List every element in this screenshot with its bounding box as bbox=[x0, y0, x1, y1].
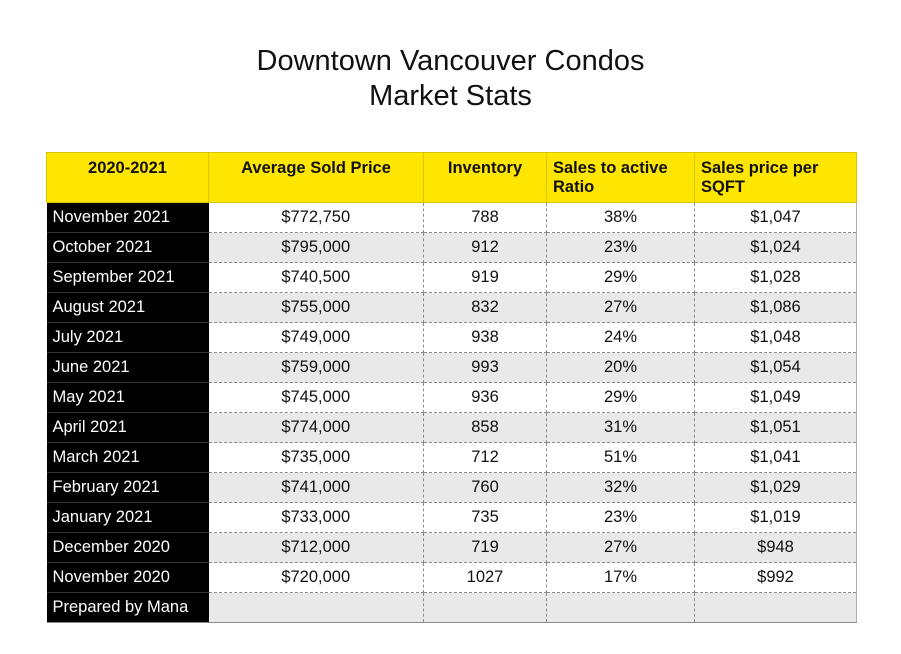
cell-month: October 2021 bbox=[46, 232, 209, 263]
cell-inventory: 1027 bbox=[423, 562, 547, 593]
cell-sales-to-active-ratio: 23% bbox=[546, 502, 695, 533]
table-row: Prepared by Mana bbox=[46, 592, 857, 623]
cell-sales-to-active-ratio: 38% bbox=[546, 202, 695, 233]
cell-average-sold-price: $740,500 bbox=[208, 262, 424, 293]
column-header-sales-to-active-ratio: Sales to active Ratio bbox=[546, 152, 695, 203]
cell-average-sold-price: $712,000 bbox=[208, 532, 424, 563]
cell-month: November 2020 bbox=[46, 562, 209, 593]
column-header-period: 2020-2021 bbox=[46, 152, 209, 203]
cell-average-sold-price: $749,000 bbox=[208, 322, 424, 353]
column-header-average-sold-price: Average Sold Price bbox=[208, 152, 424, 203]
cell-sales-to-active-ratio bbox=[546, 592, 695, 623]
cell-sales-to-active-ratio: 20% bbox=[546, 352, 695, 383]
cell-sales-price-per-sqft: $1,029 bbox=[694, 472, 857, 503]
cell-average-sold-price: $774,000 bbox=[208, 412, 424, 443]
cell-sales-to-active-ratio: 29% bbox=[546, 262, 695, 293]
cell-sales-price-per-sqft: $1,041 bbox=[694, 442, 857, 473]
table-row: March 2021 $735,000 712 51% $1,041 bbox=[46, 442, 857, 473]
cell-sales-price-per-sqft: $1,019 bbox=[694, 502, 857, 533]
cell-month: February 2021 bbox=[46, 472, 209, 503]
cell-sales-to-active-ratio: 27% bbox=[546, 292, 695, 323]
cell-month: June 2021 bbox=[46, 352, 209, 383]
cell-sales-to-active-ratio: 51% bbox=[546, 442, 695, 473]
cell-inventory: 735 bbox=[423, 502, 547, 533]
cell-inventory: 919 bbox=[423, 262, 547, 293]
cell-average-sold-price: $733,000 bbox=[208, 502, 424, 533]
market-stats-table: 2020-2021 Average Sold Price Inventory S… bbox=[46, 152, 857, 623]
header-row: 2020-2021 Average Sold Price Inventory S… bbox=[46, 152, 857, 203]
cell-average-sold-price bbox=[208, 592, 424, 623]
cell-sales-price-per-sqft: $1,049 bbox=[694, 382, 857, 413]
cell-sales-to-active-ratio: 24% bbox=[546, 322, 695, 353]
cell-inventory bbox=[423, 592, 547, 623]
cell-sales-to-active-ratio: 32% bbox=[546, 472, 695, 503]
cell-month: September 2021 bbox=[46, 262, 209, 293]
cell-month: Prepared by Mana bbox=[46, 592, 209, 623]
cell-month: August 2021 bbox=[46, 292, 209, 323]
cell-inventory: 712 bbox=[423, 442, 547, 473]
cell-month: December 2020 bbox=[46, 532, 209, 563]
cell-average-sold-price: $772,750 bbox=[208, 202, 424, 233]
cell-inventory: 938 bbox=[423, 322, 547, 353]
cell-inventory: 832 bbox=[423, 292, 547, 323]
cell-month: July 2021 bbox=[46, 322, 209, 353]
cell-sales-to-active-ratio: 27% bbox=[546, 532, 695, 563]
cell-month: April 2021 bbox=[46, 412, 209, 443]
chart-title-line-2: Market Stats bbox=[369, 80, 532, 112]
cell-inventory: 858 bbox=[423, 412, 547, 443]
table-row: December 2020 $712,000 719 27% $948 bbox=[46, 532, 857, 563]
cell-inventory: 912 bbox=[423, 232, 547, 263]
cell-inventory: 760 bbox=[423, 472, 547, 503]
cell-average-sold-price: $795,000 bbox=[208, 232, 424, 263]
cell-sales-price-per-sqft bbox=[694, 592, 857, 623]
cell-sales-price-per-sqft: $1,047 bbox=[694, 202, 857, 233]
table-row: February 2021 $741,000 760 32% $1,029 bbox=[46, 472, 857, 503]
cell-inventory: 936 bbox=[423, 382, 547, 413]
table-row: November 2021 $772,750 788 38% $1,047 bbox=[46, 202, 857, 233]
column-header-inventory: Inventory bbox=[423, 152, 547, 203]
cell-sales-price-per-sqft: $1,024 bbox=[694, 232, 857, 263]
cell-month: November 2021 bbox=[46, 202, 209, 233]
cell-average-sold-price: $720,000 bbox=[208, 562, 424, 593]
table-row: May 2021 $745,000 936 29% $1,049 bbox=[46, 382, 857, 413]
cell-sales-price-per-sqft: $1,086 bbox=[694, 292, 857, 323]
cell-inventory: 719 bbox=[423, 532, 547, 563]
table-row: August 2021 $755,000 832 27% $1,086 bbox=[46, 292, 857, 323]
cell-sales-price-per-sqft: $1,028 bbox=[694, 262, 857, 293]
cell-average-sold-price: $755,000 bbox=[208, 292, 424, 323]
table-header: 2020-2021 Average Sold Price Inventory S… bbox=[46, 152, 857, 203]
cell-average-sold-price: $759,000 bbox=[208, 352, 424, 383]
chart-title-line-1: Downtown Vancouver Condos bbox=[256, 45, 645, 77]
cell-inventory: 993 bbox=[423, 352, 547, 383]
cell-sales-to-active-ratio: 31% bbox=[546, 412, 695, 443]
cell-month: May 2021 bbox=[46, 382, 209, 413]
cell-sales-price-per-sqft: $948 bbox=[694, 532, 857, 563]
cell-inventory: 788 bbox=[423, 202, 547, 233]
cell-sales-to-active-ratio: 17% bbox=[546, 562, 695, 593]
cell-average-sold-price: $745,000 bbox=[208, 382, 424, 413]
table-row: October 2021 $795,000 912 23% $1,024 bbox=[46, 232, 857, 263]
cell-month: March 2021 bbox=[46, 442, 209, 473]
chart-title: Downtown Vancouver Condos Market Stats bbox=[0, 44, 901, 114]
cell-average-sold-price: $735,000 bbox=[208, 442, 424, 473]
table-row: January 2021 $733,000 735 23% $1,019 bbox=[46, 502, 857, 533]
table-row: June 2021 $759,000 993 20% $1,054 bbox=[46, 352, 857, 383]
column-header-sales-price-per-sqft: Sales price per SQFT bbox=[694, 152, 857, 203]
table-row: November 2020 $720,000 1027 17% $992 bbox=[46, 562, 857, 593]
table-row: April 2021 $774,000 858 31% $1,051 bbox=[46, 412, 857, 443]
cell-sales-price-per-sqft: $1,054 bbox=[694, 352, 857, 383]
cell-sales-price-per-sqft: $1,051 bbox=[694, 412, 857, 443]
cell-month: January 2021 bbox=[46, 502, 209, 533]
cell-sales-to-active-ratio: 23% bbox=[546, 232, 695, 263]
table-row: July 2021 $749,000 938 24% $1,048 bbox=[46, 322, 857, 353]
cell-average-sold-price: $741,000 bbox=[208, 472, 424, 503]
cell-sales-price-per-sqft: $1,048 bbox=[694, 322, 857, 353]
cell-sales-price-per-sqft: $992 bbox=[694, 562, 857, 593]
table-row: September 2021 $740,500 919 29% $1,028 bbox=[46, 262, 857, 293]
table-body: November 2021 $772,750 788 38% $1,047 October… bbox=[46, 202, 857, 623]
cell-sales-to-active-ratio: 29% bbox=[546, 382, 695, 413]
